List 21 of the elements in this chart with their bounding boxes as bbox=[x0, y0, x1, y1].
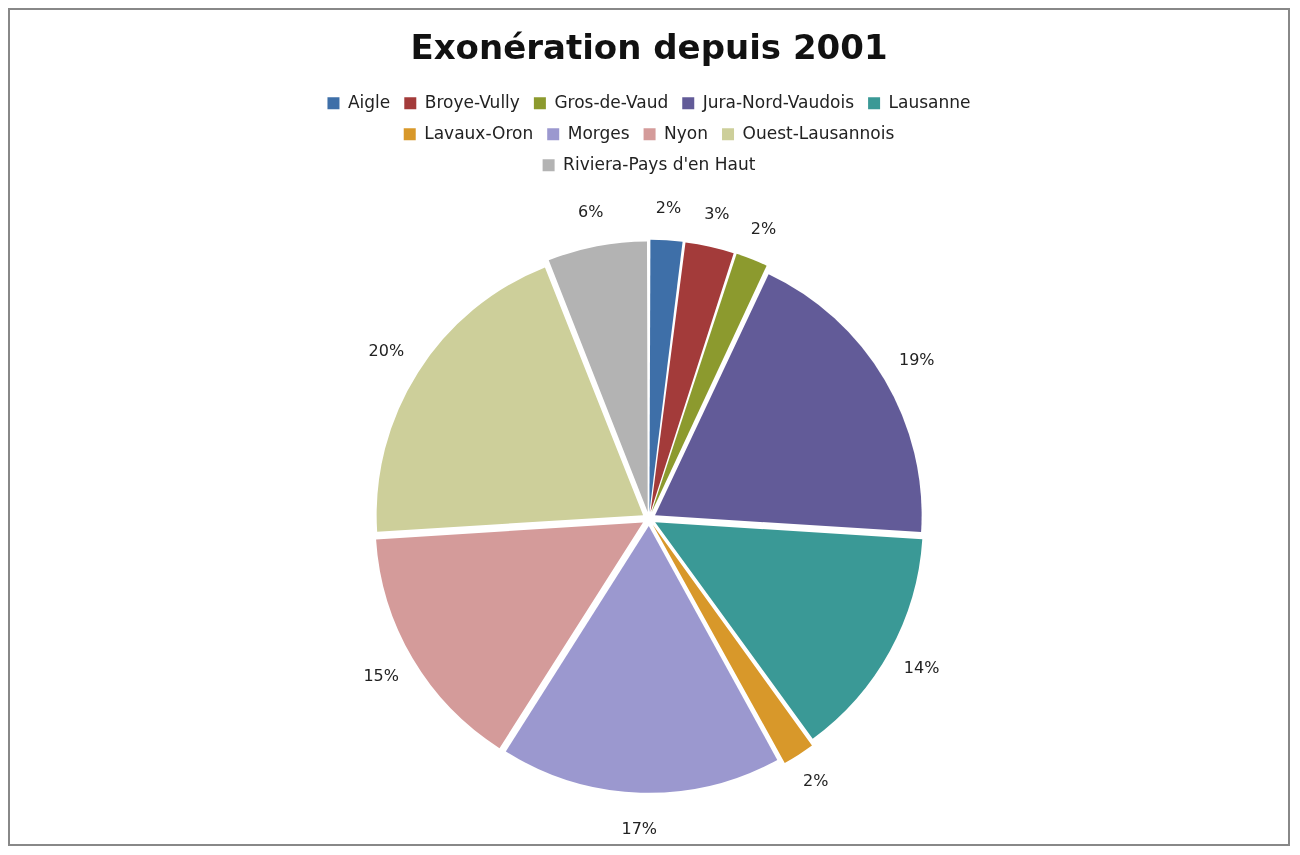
legend-label: Ouest-Lausannois bbox=[742, 122, 895, 143]
legend-label: Riviera-Pays d'en Haut bbox=[563, 153, 756, 174]
legend-label: Lavaux-Oron bbox=[424, 122, 534, 143]
legend-label: Lausanne bbox=[888, 91, 971, 112]
data-label: 14% bbox=[903, 657, 940, 677]
data-label: 2% bbox=[750, 218, 777, 238]
data-label: 15% bbox=[363, 666, 399, 686]
legend-label: Nyon bbox=[664, 122, 709, 143]
legend-label: Gros-de-Vaud bbox=[554, 91, 669, 112]
legend-label: Jura-Nord-Vaudois bbox=[701, 91, 855, 112]
data-label: 17% bbox=[621, 819, 658, 838]
data-label: 19% bbox=[899, 349, 935, 369]
chart-title: Exonération depuis 2001 bbox=[410, 27, 888, 68]
legend-label: Aigle bbox=[347, 91, 391, 112]
data-label: 6% bbox=[578, 202, 604, 222]
data-label: 20% bbox=[368, 341, 405, 361]
data-label: 2% bbox=[655, 197, 682, 217]
data-label: 2% bbox=[803, 770, 829, 790]
legend-label: Broye-Vully bbox=[424, 91, 520, 112]
legend-label: Morges bbox=[567, 122, 630, 143]
data-label: 3% bbox=[704, 204, 730, 224]
